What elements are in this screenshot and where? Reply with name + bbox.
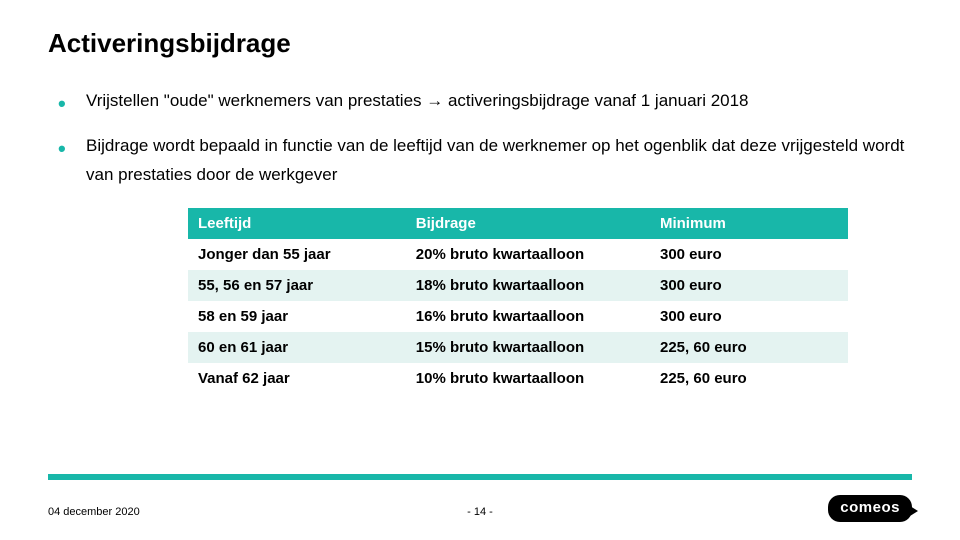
table-cell: 15% bruto kwartaalloon [406, 332, 650, 363]
table-cell: 300 euro [650, 301, 848, 332]
table-header: Leeftijd [188, 208, 406, 239]
table-cell: 58 en 59 jaar [188, 301, 406, 332]
table-header: Bijdrage [406, 208, 650, 239]
table-row: 55, 56 en 57 jaar 18% bruto kwartaalloon… [188, 270, 848, 301]
divider [48, 474, 912, 480]
table-row: Jonger dan 55 jaar 20% bruto kwartaalloo… [188, 239, 848, 270]
table-row: Vanaf 62 jaar 10% bruto kwartaalloon 225… [188, 363, 848, 394]
page-title: Activeringsbijdrage [48, 28, 912, 59]
table-cell: Vanaf 62 jaar [188, 363, 406, 394]
table-cell: Jonger dan 55 jaar [188, 239, 406, 270]
table-container: Leeftijd Bijdrage Minimum Jonger dan 55 … [188, 208, 848, 394]
page-number: - 14 - [467, 506, 493, 518]
table-row: 60 en 61 jaar 15% bruto kwartaalloon 225… [188, 332, 848, 363]
table-cell: 300 euro [650, 239, 848, 270]
bullet-item: Bijdrage wordt bepaald in functie van de… [52, 132, 912, 190]
table-row: 58 en 59 jaar 16% bruto kwartaalloon 300… [188, 301, 848, 332]
bullet-list: Vrijstellen "oude" werknemers van presta… [52, 87, 912, 190]
table-cell: 55, 56 en 57 jaar [188, 270, 406, 301]
bullet-item: Vrijstellen "oude" werknemers van presta… [52, 87, 912, 116]
contribution-table: Leeftijd Bijdrage Minimum Jonger dan 55 … [188, 208, 848, 394]
footer-date: 04 december 2020 [48, 506, 140, 518]
table-cell: 18% bruto kwartaalloon [406, 270, 650, 301]
slide: Activeringsbijdrage Vrijstellen "oude" w… [0, 0, 960, 540]
table-cell: 225, 60 euro [650, 363, 848, 394]
table-cell: 60 en 61 jaar [188, 332, 406, 363]
logo-text: comeos [828, 495, 912, 522]
table-cell: 300 euro [650, 270, 848, 301]
table-cell: 16% bruto kwartaalloon [406, 301, 650, 332]
table-header: Minimum [650, 208, 848, 239]
logo: comeos [828, 495, 912, 522]
footer: 04 december 2020 - 14 - comeos [48, 492, 912, 518]
table-cell: 225, 60 euro [650, 332, 848, 363]
table-cell: 10% bruto kwartaalloon [406, 363, 650, 394]
table-cell: 20% bruto kwartaalloon [406, 239, 650, 270]
